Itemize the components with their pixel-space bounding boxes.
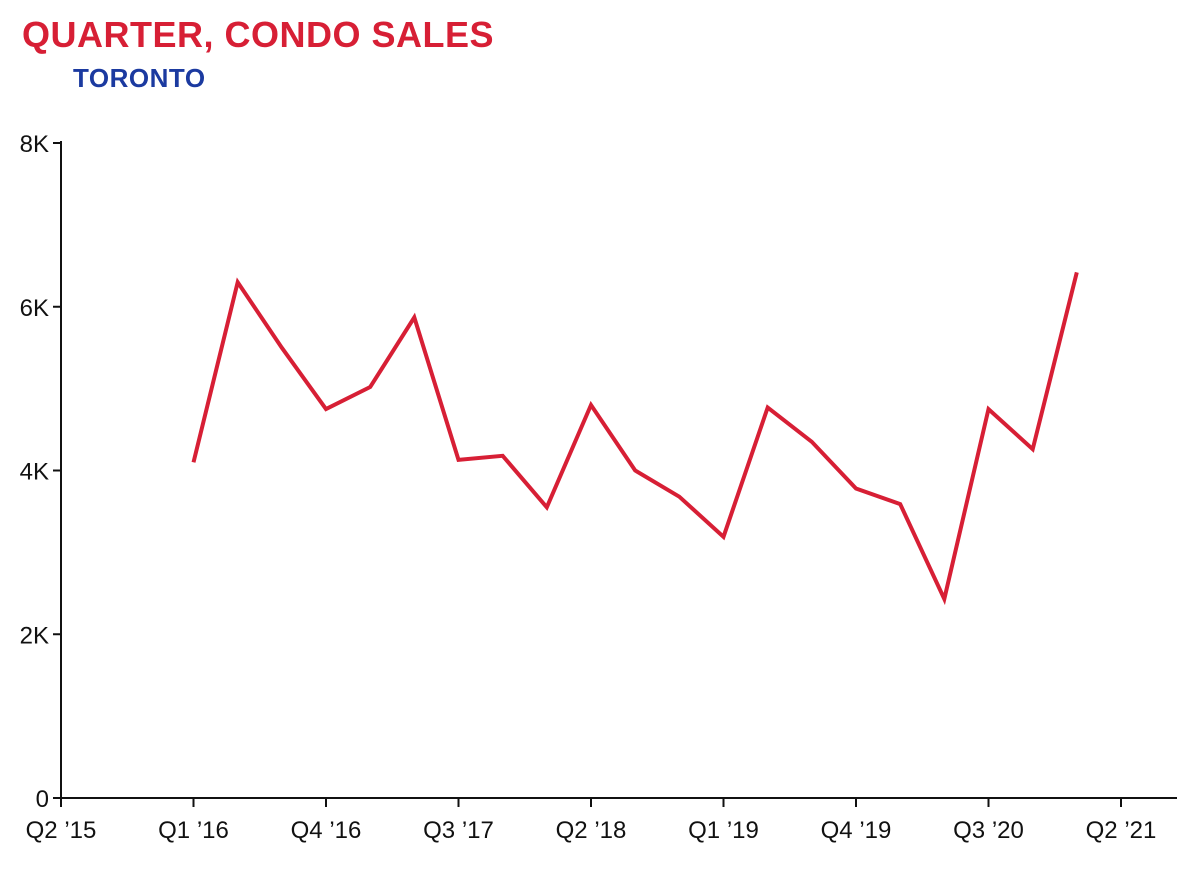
x-tick-label: Q4 ’16 [291, 817, 362, 844]
data-point [280, 346, 284, 350]
y-tick-label: 2K [20, 622, 49, 649]
data-point [457, 458, 461, 462]
chart-axes: 0 2K 4K 6K 8K Q2 ’15 Q1 ’16 Q4 ’16 Q3 ’17 Q2 ’18 Q… [20, 131, 1177, 844]
x-tick-label: Q3 ’17 [423, 817, 494, 844]
data-point [501, 454, 505, 458]
data-point [987, 407, 991, 411]
data-point [192, 460, 196, 464]
data-point [722, 535, 726, 539]
data-point [898, 502, 902, 506]
y-tick-label: 4K [20, 459, 49, 486]
chart-subtitle: TORONTO [73, 63, 206, 93]
y-tick-label: 0 [36, 786, 49, 813]
data-point [1075, 270, 1079, 274]
y-tick-label: 8K [20, 131, 49, 158]
data-point [854, 487, 858, 491]
x-tick-label: Q1 ’19 [688, 817, 759, 844]
x-tick-label: Q2 ’21 [1086, 817, 1157, 844]
series-line-0 [191, 271, 1079, 606]
data-point [324, 407, 328, 411]
x-tick-label: Q3 ’20 [953, 817, 1024, 844]
data-point [1031, 447, 1035, 451]
y-tick-label: 6K [20, 295, 49, 322]
data-point [810, 440, 814, 444]
data-point [412, 315, 416, 319]
data-point [942, 597, 946, 601]
data-point [766, 406, 770, 410]
x-tick-label: Q4 ’19 [821, 817, 892, 844]
x-tick-label: Q2 ’18 [556, 817, 627, 844]
chart-title: QUARTER, CONDO SALES [22, 14, 495, 55]
data-point [236, 280, 240, 284]
data-point [589, 403, 593, 407]
data-point [633, 469, 637, 473]
x-tick-label: Q1 ’16 [158, 817, 229, 844]
series-layer [191, 270, 1079, 606]
x-tick-label: Q2 ’15 [26, 817, 97, 844]
data-point [677, 495, 681, 499]
data-point [545, 505, 549, 509]
data-point [368, 385, 372, 389]
